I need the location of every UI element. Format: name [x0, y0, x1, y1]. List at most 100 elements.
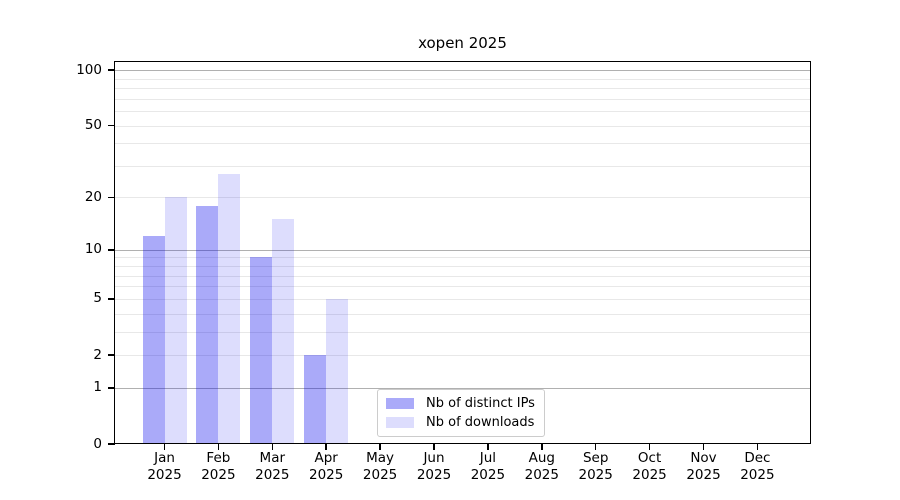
y-tick-mark: [107, 298, 115, 300]
gridline-minor: [115, 197, 810, 199]
gridline-minor: [115, 143, 810, 145]
x-tick-label-jan: Jan 2025: [147, 450, 181, 483]
bar-downloads-jan: [164, 197, 187, 444]
gridline-minor: [115, 355, 810, 356]
x-tick-label-jul: Jul 2025: [471, 450, 505, 483]
gridline-minor: [115, 98, 810, 100]
chart-title: xopen 2025: [418, 34, 507, 52]
x-tick-year: 2025: [470, 466, 506, 483]
y-tick-mark: [107, 354, 115, 356]
x-tick-label-sep: Sep 2025: [579, 450, 613, 483]
x-tick-month: Jun: [423, 450, 445, 466]
x-tick-mark: [433, 444, 435, 450]
x-tick-label-may: May 2025: [363, 450, 397, 483]
gridline-major: [115, 70, 810, 72]
y-tick-mark: [107, 387, 115, 389]
x-tick-year: 2025: [147, 466, 182, 483]
x-tick-mark: [487, 444, 489, 450]
x-tick-label-nov: Nov 2025: [686, 450, 720, 483]
y-tick-mark: [107, 69, 115, 71]
gridline-minor: [115, 286, 810, 288]
x-tick-label-apr: Apr 2025: [309, 450, 343, 483]
x-tick-year: 2025: [255, 466, 290, 483]
gridline-minor: [115, 88, 810, 90]
x-tick-month: Dec: [744, 450, 771, 466]
x-tick-month: Feb: [206, 450, 231, 466]
y-tick-label: 10: [84, 241, 102, 258]
legend-label-downloads: Nb of downloads: [426, 415, 535, 430]
bar-distinct-ips-jan: [142, 236, 165, 444]
gridline-minor: [115, 313, 810, 315]
legend: Nb of distinct IPs Nb of downloads: [377, 389, 545, 437]
x-tick-year: 2025: [362, 466, 398, 483]
y-tick-label: 2: [93, 346, 102, 363]
legend-swatch-downloads-icon: [386, 417, 414, 428]
x-tick-year: 2025: [416, 466, 452, 483]
y-tick-mark: [107, 196, 115, 199]
x-tick-mark: [163, 444, 166, 450]
x-tick-mark: [648, 444, 651, 450]
x-tick-mark: [379, 444, 381, 450]
x-tick-mark: [271, 444, 274, 450]
y-tick-label: 1: [93, 379, 102, 396]
x-tick-label-mar: Mar 2025: [255, 450, 289, 483]
y-tick-label: 0: [93, 435, 102, 452]
x-tick-label-feb: Feb 2025: [201, 450, 235, 483]
x-tick-mark: [325, 444, 327, 450]
y-tick-mark: [107, 124, 115, 127]
y-tick-mark: [107, 443, 115, 445]
gridline-minor: [115, 275, 810, 277]
x-tick-year: 2025: [686, 466, 721, 483]
x-tick-year: 2025: [740, 466, 775, 483]
x-tick-month: Nov: [690, 450, 717, 466]
gridline-minor: [115, 78, 810, 80]
gridline-major: [115, 387, 810, 389]
legend-item-distinct-ips: Nb of distinct IPs: [386, 396, 536, 411]
bar-distinct-ips-mar: [250, 257, 273, 444]
x-tick-year: 2025: [524, 466, 559, 483]
x-tick-mark: [702, 444, 705, 450]
x-tick-label-dec: Dec 2025: [740, 450, 774, 483]
x-tick-month: Sep: [582, 450, 609, 466]
y-tick-label: 100: [76, 61, 102, 78]
x-tick-month: Apr: [314, 450, 338, 466]
gridline-minor: [115, 266, 810, 268]
bar-downloads-feb: [218, 174, 241, 444]
x-tick-year: 2025: [578, 466, 613, 483]
gridline-minor: [115, 298, 810, 300]
x-tick-year: 2025: [201, 466, 236, 483]
x-tick-month: Jul: [479, 450, 497, 466]
x-tick-label-oct: Oct 2025: [632, 450, 666, 483]
gridline-major: [115, 249, 810, 251]
x-tick-mark: [756, 444, 759, 450]
x-tick-label-jun: Jun 2025: [417, 450, 451, 483]
x-tick-label-aug: Aug 2025: [525, 450, 559, 483]
gridline-minor: [115, 331, 810, 333]
bar-distinct-ips-feb: [196, 205, 219, 444]
x-tick-month: Oct: [637, 450, 662, 466]
x-tick-year: 2025: [309, 466, 344, 483]
legend-swatch-distinct-ips-icon: [386, 398, 414, 409]
x-tick-month: Jan: [154, 450, 175, 466]
x-tick-month: Mar: [259, 450, 286, 466]
bar-downloads-apr: [326, 298, 349, 444]
legend-label-distinct-ips: Nb of distinct IPs: [426, 396, 535, 411]
y-tick-label: 50: [84, 117, 102, 134]
y-tick-mark: [107, 249, 115, 251]
x-tick-month: May: [366, 450, 395, 466]
gridline-minor: [115, 125, 810, 127]
y-tick-label: 5: [93, 290, 102, 307]
x-tick-year: 2025: [632, 466, 667, 483]
bar-distinct-ips-apr: [304, 355, 327, 444]
gridline-minor: [115, 111, 810, 113]
gridline-minor: [115, 257, 810, 259]
y-tick-label: 20: [84, 188, 102, 205]
x-tick-mark: [541, 444, 543, 450]
bar-downloads-mar: [272, 219, 295, 444]
gridline-minor: [115, 165, 810, 167]
x-tick-mark: [594, 444, 597, 450]
x-tick-month: Aug: [528, 450, 555, 466]
x-tick-mark: [217, 444, 220, 450]
legend-item-downloads: Nb of downloads: [386, 415, 536, 430]
